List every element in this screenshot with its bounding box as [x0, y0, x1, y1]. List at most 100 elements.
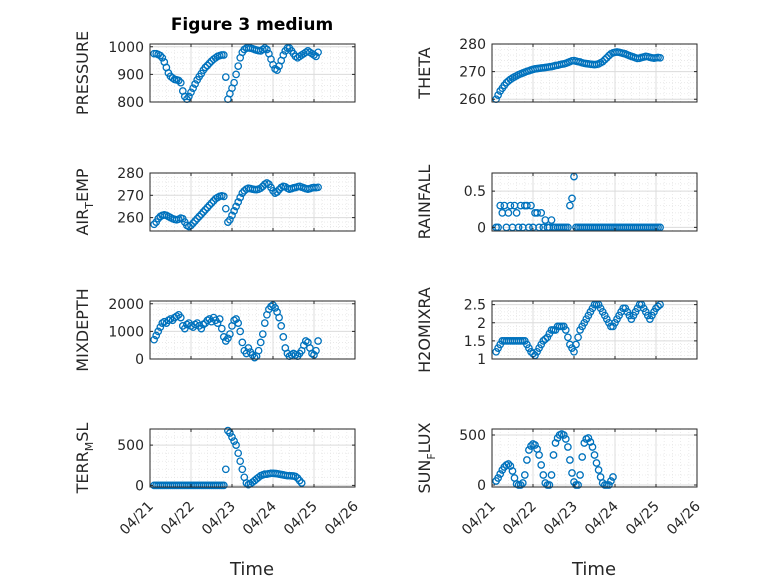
data-point	[271, 304, 279, 312]
y-tick-label: 500	[459, 428, 486, 444]
data-point	[197, 210, 206, 219]
data-point	[533, 209, 541, 217]
data-point	[533, 347, 541, 356]
data-point	[598, 57, 607, 66]
data-point	[195, 212, 204, 221]
data-point	[525, 344, 533, 352]
data-point	[197, 324, 206, 333]
data-point	[564, 333, 572, 342]
data-point	[260, 319, 269, 327]
data-point	[545, 481, 554, 489]
data-point	[602, 315, 611, 323]
plot-area	[492, 173, 697, 231]
y-tick-label: 0.5	[464, 184, 486, 200]
data-point	[314, 337, 322, 345]
data-point	[232, 441, 240, 449]
data-point	[506, 201, 515, 210]
y-tick-label: 500	[117, 438, 144, 454]
data-point	[520, 471, 529, 479]
y-tick-label: 2000	[108, 297, 144, 313]
data-point	[180, 324, 189, 333]
y-tick-label: 0	[477, 478, 486, 494]
data-point	[256, 184, 265, 193]
data-point	[273, 188, 281, 196]
data-point	[588, 443, 597, 451]
y-tick-label: 900	[117, 67, 144, 83]
data-point	[203, 61, 212, 70]
data-point	[158, 319, 167, 327]
data-point	[203, 203, 212, 212]
data-point	[523, 456, 531, 464]
y-tick-label: 280	[459, 37, 486, 53]
data-point	[217, 324, 226, 333]
data-point	[238, 189, 247, 197]
data-point	[312, 346, 320, 355]
data-point	[258, 45, 267, 54]
y-tick-label: 270	[117, 188, 144, 204]
data-point	[559, 431, 568, 439]
data-point	[199, 208, 208, 216]
data-point	[150, 220, 158, 229]
data-point	[312, 52, 320, 61]
data-point	[193, 214, 202, 223]
data-point	[568, 194, 576, 203]
data-point	[254, 473, 263, 482]
data-point	[496, 201, 505, 210]
data-point	[656, 53, 664, 62]
data-point	[234, 62, 243, 70]
data-point	[566, 201, 574, 210]
data-point	[236, 193, 245, 202]
y-tick-label: 2	[477, 316, 486, 332]
y-tick-label: 0	[135, 352, 144, 368]
data-point	[191, 80, 199, 88]
data-point	[150, 335, 158, 344]
data-point	[187, 88, 195, 97]
y-tick-label: 800	[117, 95, 144, 111]
subplot-4: 0 0.5 RAINFALL	[415, 165, 698, 239]
data-point	[258, 330, 267, 338]
data-point	[244, 344, 253, 352]
y-axis-label: SUNFLUX	[415, 422, 438, 493]
data-point	[207, 199, 216, 207]
data-point	[213, 319, 222, 327]
data-point	[527, 442, 535, 450]
data-point	[152, 331, 161, 340]
axes-box	[491, 428, 698, 488]
data-point	[232, 202, 240, 211]
data-point	[547, 216, 556, 224]
y-axis-label: PRESSURE	[73, 31, 92, 115]
data-point	[543, 333, 552, 342]
y-tick-label: 0	[477, 220, 486, 236]
data-point	[176, 313, 185, 322]
data-point	[576, 471, 584, 479]
data-point	[219, 481, 228, 490]
data-point	[574, 481, 582, 489]
data-point	[561, 326, 570, 334]
data-point	[590, 451, 599, 459]
data-point	[574, 333, 582, 342]
data-point	[512, 209, 521, 217]
data-point	[254, 346, 263, 355]
data-point	[572, 340, 580, 349]
data-point	[232, 315, 240, 323]
data-point	[539, 471, 548, 479]
y-tick-label: 280	[117, 166, 144, 182]
data-point	[504, 460, 513, 468]
data-point	[494, 91, 502, 99]
y-tick-label: 1000	[108, 324, 144, 340]
data-point	[158, 53, 167, 62]
data-point	[228, 211, 236, 220]
data-point	[525, 446, 533, 454]
data-point	[523, 201, 531, 210]
data-point	[183, 320, 191, 329]
subplot-1: 800 900 1000 PRESSURE	[73, 31, 356, 115]
subplot-6: 1 1.5 2 2.5 H2OMIXRA	[415, 287, 698, 373]
data-point	[547, 471, 556, 479]
y-tick-label: 2.5	[464, 298, 486, 314]
data-point	[516, 481, 525, 489]
data-point	[580, 318, 589, 327]
axes-box	[149, 172, 356, 232]
data-point	[279, 51, 288, 59]
data-point	[654, 302, 662, 311]
